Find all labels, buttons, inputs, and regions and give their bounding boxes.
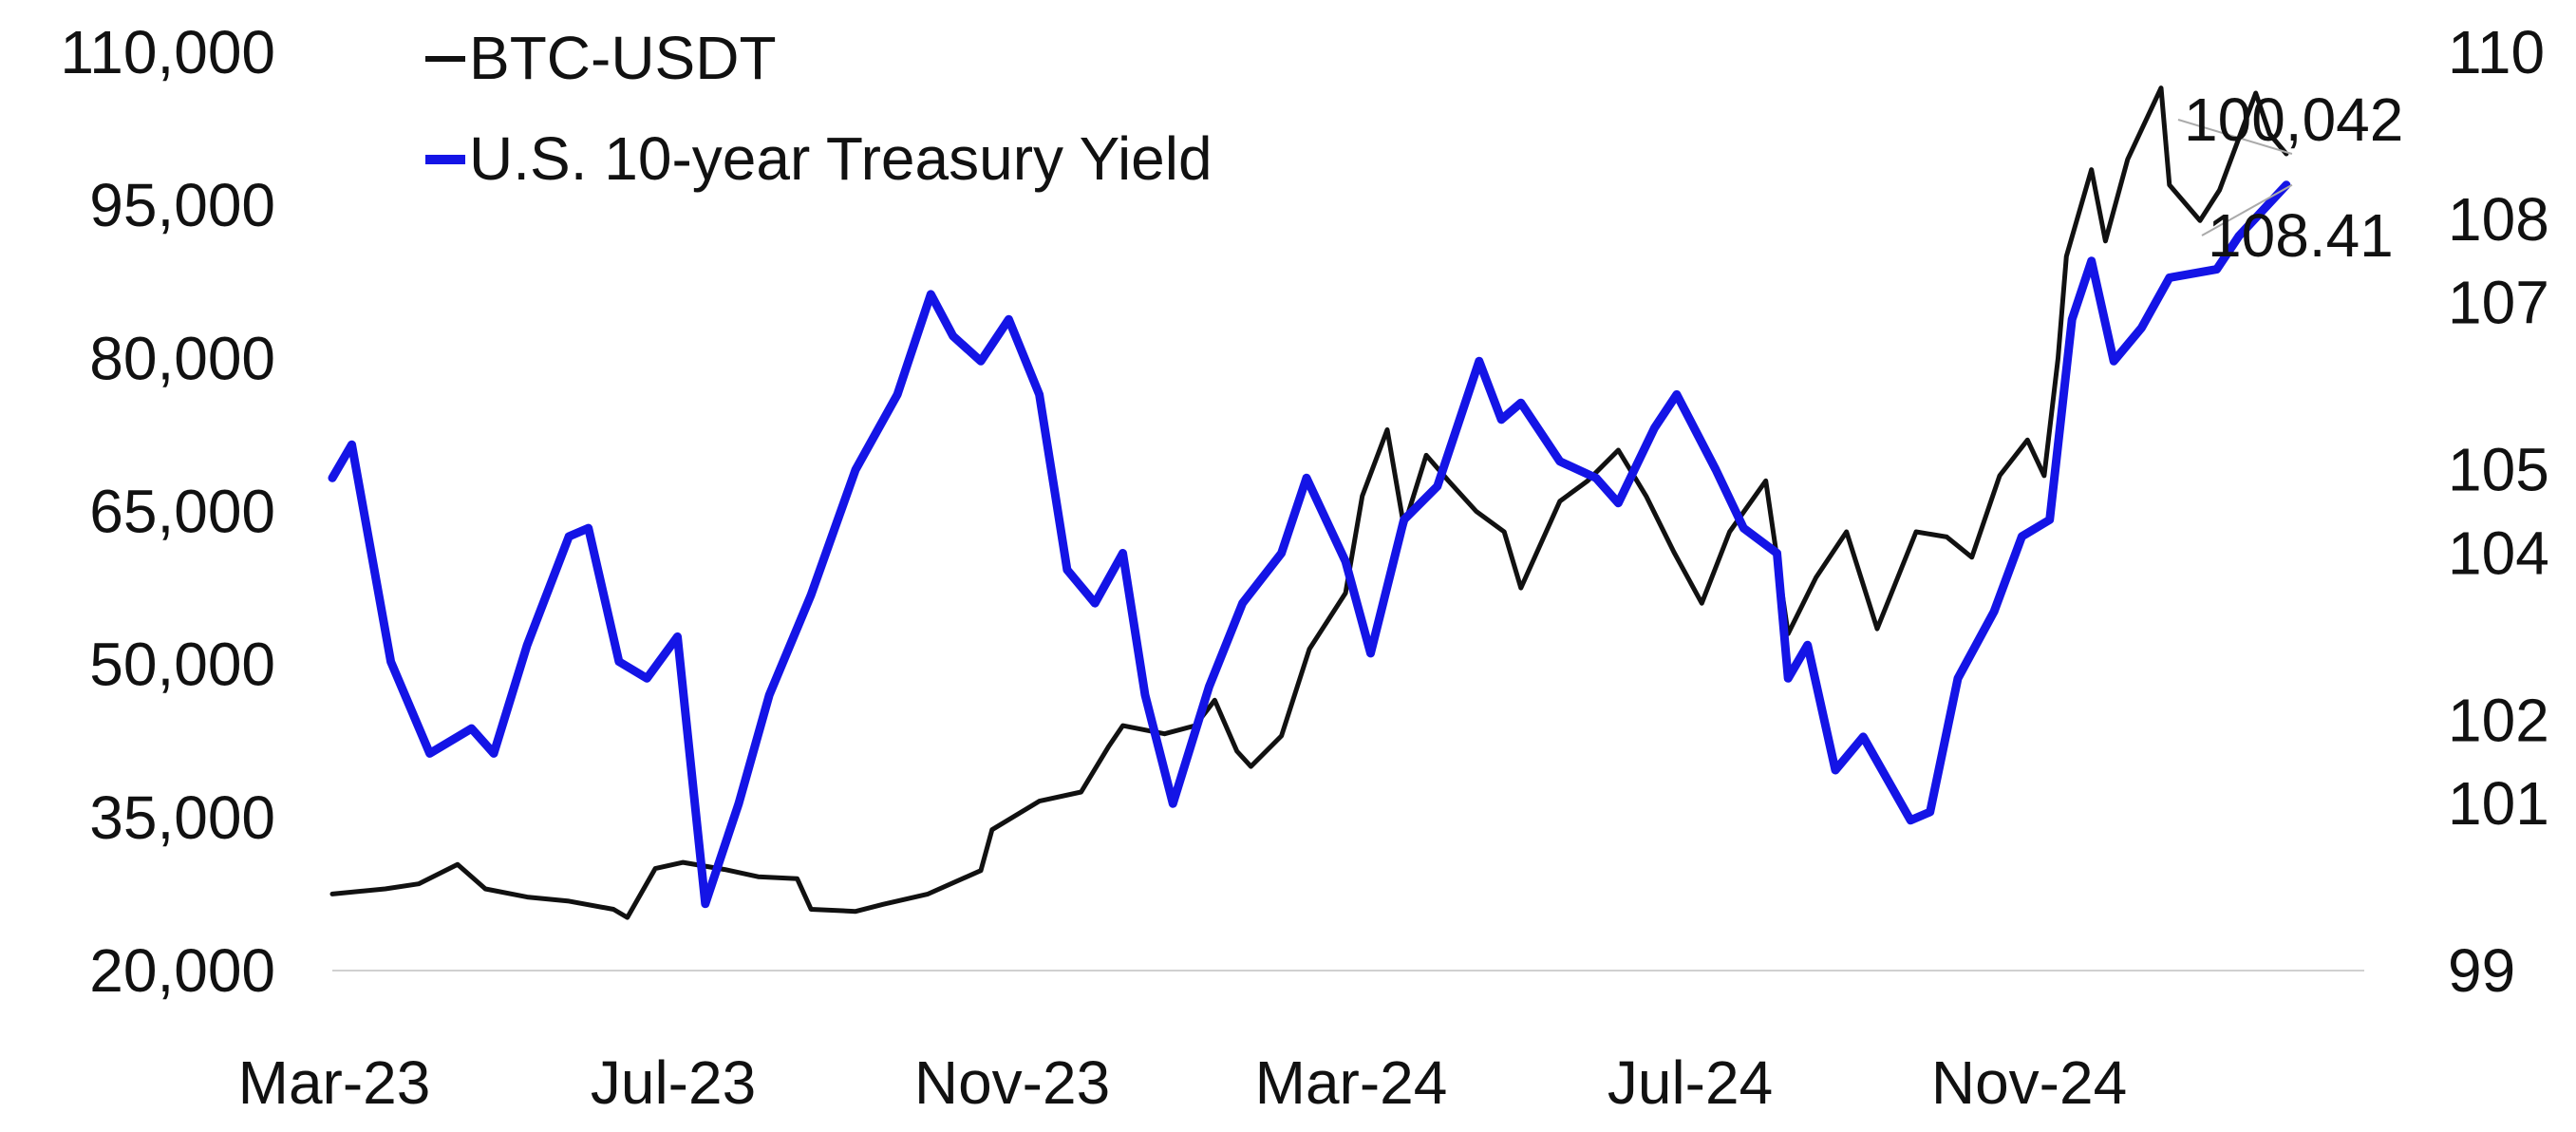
x-tick-label: Mar-23 bbox=[238, 1048, 431, 1117]
right-y-tick-label: 102 bbox=[2448, 686, 2549, 754]
right-y-tick-label: 110 bbox=[2448, 18, 2545, 86]
left-y-tick-label: 110,000 bbox=[60, 18, 275, 86]
left-y-tick-label: 35,000 bbox=[89, 783, 275, 852]
right-y-tick-label: 101 bbox=[2448, 769, 2549, 838]
x-tick-label: Jul-23 bbox=[591, 1048, 756, 1117]
btc-end-leader bbox=[2177, 119, 2293, 155]
right-y-tick-label: 105 bbox=[2448, 436, 2549, 504]
right-y-axis-ticks: 99 101 102 104 105 107 108 110 bbox=[2448, 18, 2549, 1005]
right-y-tick-label: 99 bbox=[2448, 936, 2515, 1005]
left-y-tick-label: 65,000 bbox=[89, 478, 275, 546]
right-y-tick-label: 104 bbox=[2448, 519, 2549, 587]
legend-label-yield: U.S. 10-year Treasury Yield bbox=[469, 124, 1213, 193]
x-tick-label: Nov-24 bbox=[1931, 1048, 2127, 1117]
treasury-yield-line bbox=[328, 180, 2291, 909]
left-y-tick-label: 95,000 bbox=[89, 171, 275, 239]
yield-end-leader bbox=[2201, 183, 2293, 236]
x-tick-label: Mar-24 bbox=[1255, 1048, 1448, 1117]
right-y-tick-label: 107 bbox=[2448, 269, 2549, 337]
x-tick-label: Jul-24 bbox=[1608, 1048, 1773, 1117]
x-axis-ticks: Mar-23 Jul-23 Nov-23 Mar-24 Jul-24 Nov-24 bbox=[238, 1048, 2128, 1117]
left-y-tick-label: 50,000 bbox=[89, 631, 275, 699]
btc-usdt-line bbox=[329, 85, 2289, 920]
legend: BTC-USDT U.S. 10-year Treasury Yield bbox=[425, 24, 1213, 193]
end-labels: 100,042 108.41 bbox=[2177, 85, 2403, 270]
btc-end-label: 100,042 bbox=[2184, 85, 2403, 154]
right-y-tick-label: 108 bbox=[2448, 185, 2549, 254]
series-lines bbox=[328, 85, 2291, 920]
legend-label-btc: BTC-USDT bbox=[469, 24, 777, 92]
x-tick-label: Nov-23 bbox=[914, 1048, 1110, 1117]
left-y-tick-label: 80,000 bbox=[89, 324, 275, 392]
left-y-axis-ticks: 20,000 35,000 50,000 65,000 80,000 95,000 110,… bbox=[60, 18, 275, 1005]
left-y-tick-label: 20,000 bbox=[89, 936, 275, 1005]
yield-end-label: 108.41 bbox=[2208, 201, 2394, 270]
